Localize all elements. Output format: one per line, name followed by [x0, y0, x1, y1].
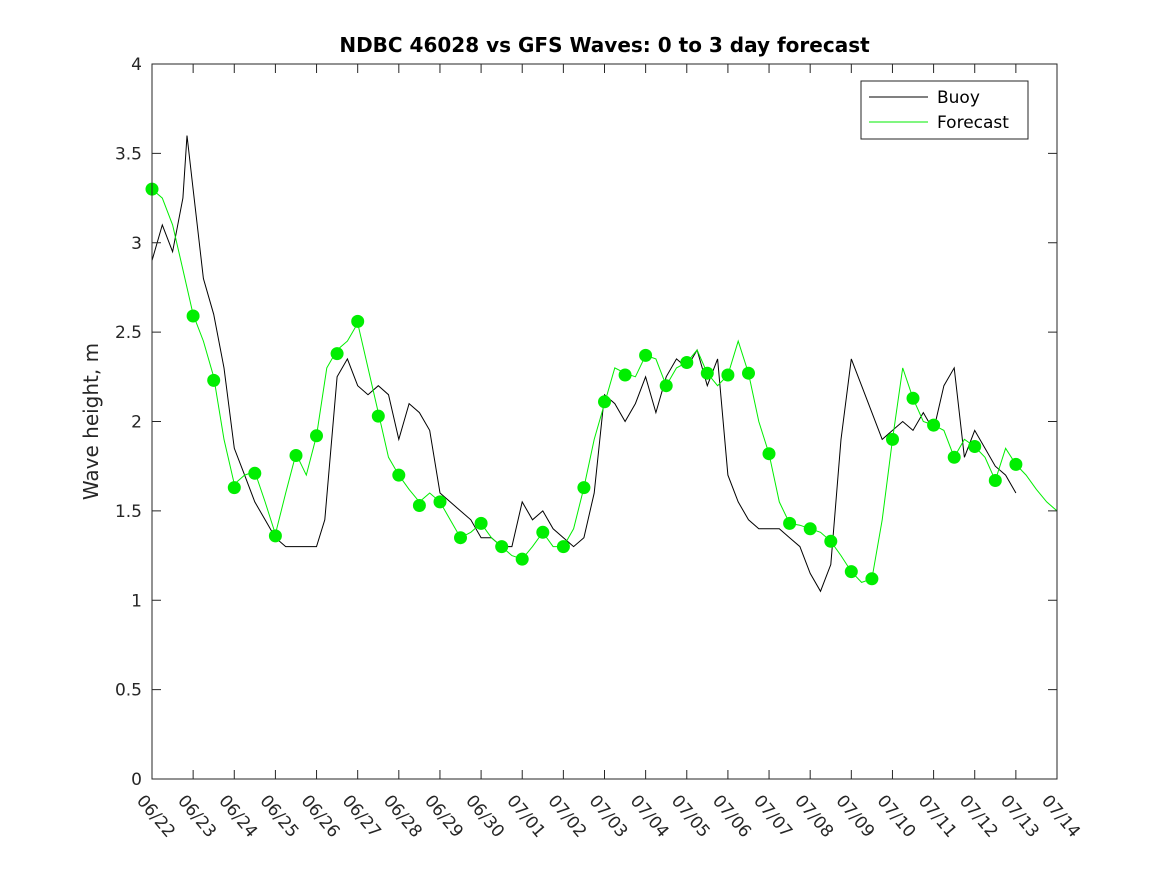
y-axis-label: Wave height, m: [79, 343, 103, 500]
forecast-marker: [515, 552, 529, 566]
forecast-marker: [454, 531, 467, 545]
forecast-marker: [433, 495, 447, 509]
forecast-marker: [495, 540, 509, 554]
y-tick-label: 4: [131, 55, 142, 75]
forecast-marker: [988, 474, 1002, 487]
y-tick-label: 2: [131, 413, 142, 433]
forecast-marker: [639, 348, 653, 362]
forecast-marker: [392, 468, 406, 482]
forecast-marker: [371, 409, 385, 423]
forecast-marker: [659, 379, 673, 393]
forecast-marker: [1009, 457, 1023, 471]
forecast-marker: [474, 516, 488, 530]
forecast-marker: [412, 499, 426, 512]
forecast-marker: [248, 466, 262, 480]
y-tick-label: 1: [131, 591, 142, 611]
forecast-marker: [351, 314, 365, 328]
forecast-marker: [618, 368, 632, 382]
forecast-marker: [844, 565, 858, 579]
y-tick-label: 0.5: [115, 681, 142, 701]
forecast-marker: [947, 450, 961, 464]
forecast-marker: [742, 366, 755, 380]
legend-buoy-label: Buoy: [937, 88, 980, 108]
forecast-marker: [680, 356, 694, 369]
forecast-marker: [824, 534, 838, 548]
forecast-marker: [783, 516, 797, 530]
y-tick-label: 2.5: [115, 323, 142, 343]
forecast-marker: [598, 395, 611, 409]
legend: Buoy Forecast: [860, 80, 1029, 140]
y-tick-label: 3: [131, 234, 142, 254]
forecast-marker: [865, 572, 879, 586]
legend-box: [860, 80, 1029, 140]
forecast-marker: [330, 347, 344, 361]
series-line-buoy: [151, 135, 1017, 593]
legend-forecast-label: Forecast: [937, 113, 1009, 133]
forecast-marker: [577, 481, 591, 495]
chart-title: NDBC 46028 vs GFS Waves: 0 to 3 day fore…: [339, 33, 870, 57]
forecast-marker: [310, 429, 323, 443]
forecast-marker: [556, 540, 570, 554]
forecast-marker: [186, 309, 200, 323]
forecast-marker: [927, 418, 941, 432]
forecast-marker: [803, 522, 817, 536]
plot-area: [152, 64, 1057, 779]
forecast-marker: [721, 368, 735, 382]
y-tick-label: 1.5: [115, 502, 142, 522]
forecast-marker: [227, 481, 241, 495]
y-tick-label: 0: [131, 770, 142, 790]
forecast-marker: [700, 366, 714, 380]
forecast-marker: [762, 447, 776, 461]
forecast-marker: [906, 391, 920, 405]
forecast-marker: [886, 432, 899, 446]
forecast-marker: [268, 529, 282, 543]
forecast-marker: [289, 449, 303, 462]
forecast-marker: [536, 525, 550, 539]
forecast-marker: [968, 440, 982, 453]
y-tick-label: 3.5: [115, 144, 142, 164]
forecast-marker: [207, 373, 221, 387]
